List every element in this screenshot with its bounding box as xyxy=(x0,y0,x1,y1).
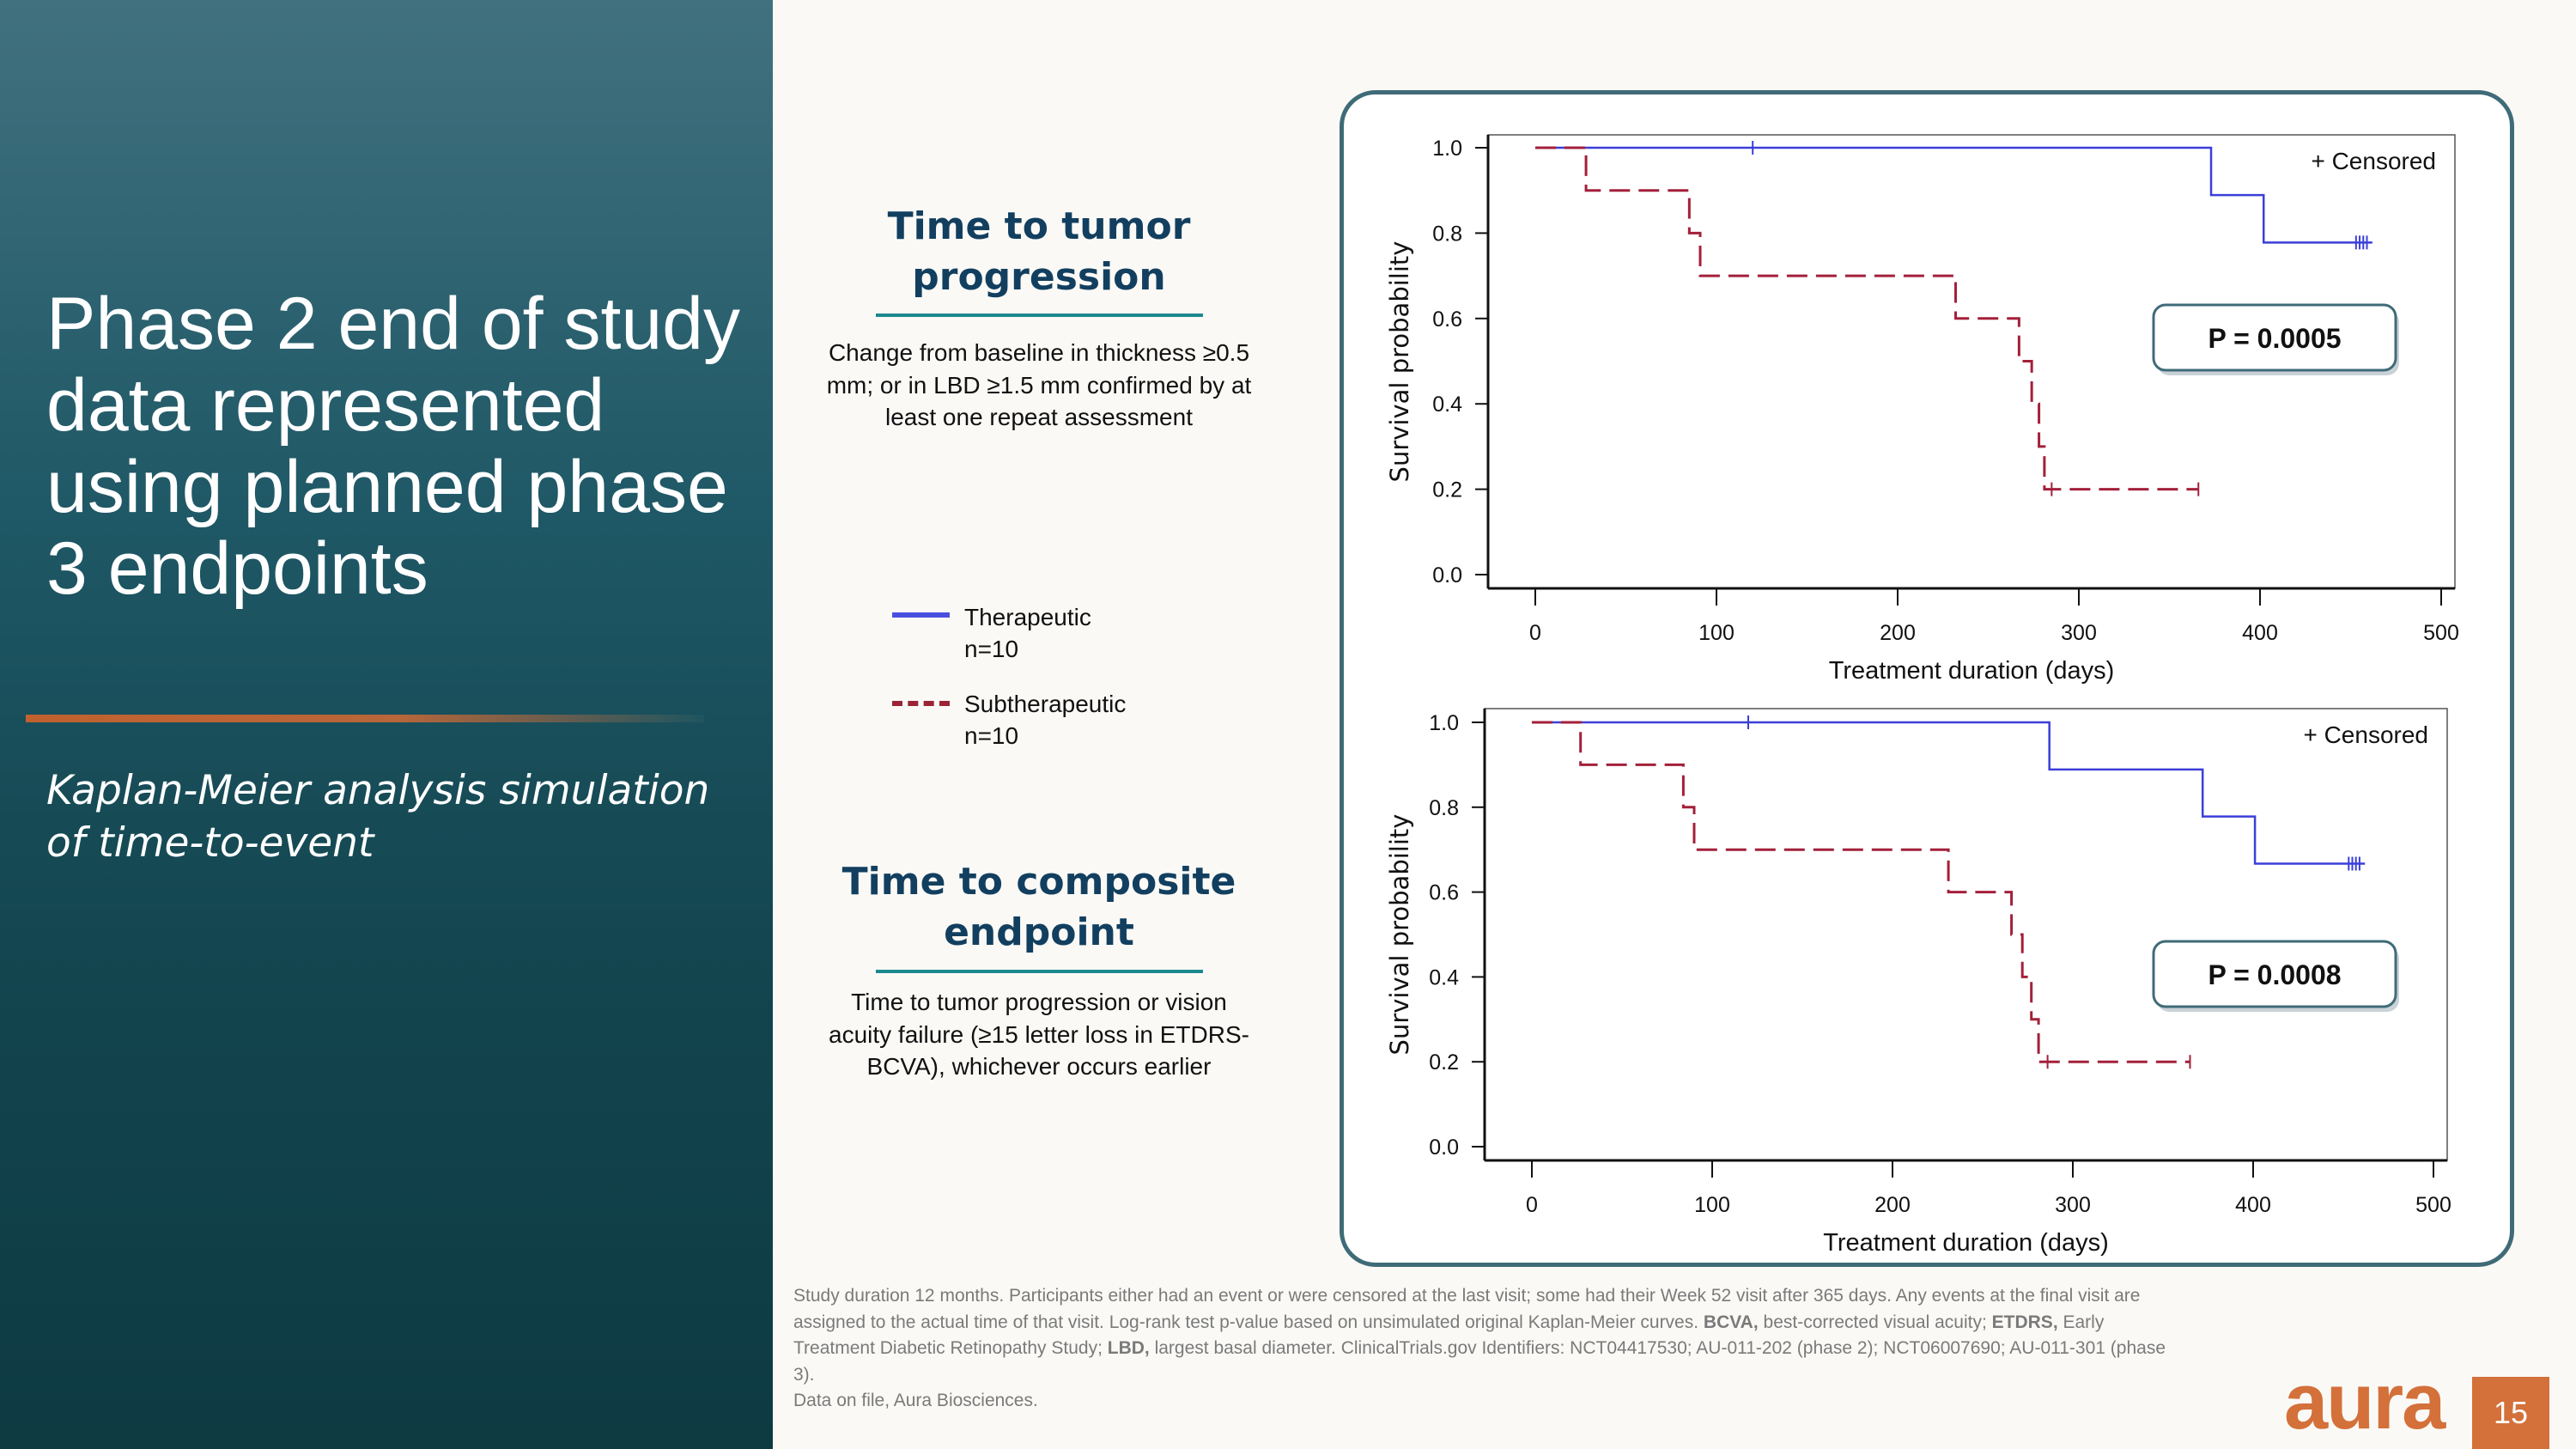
censored-legend: + Censored xyxy=(2303,721,2428,748)
section-heading-composite: Time to composite endpoint xyxy=(841,860,1236,954)
x-tick-label: 200 xyxy=(1880,621,1916,645)
y-tick-label: 0.0 xyxy=(1429,1135,1459,1160)
section-description-progression: Change from baseline in thickness ≥0.5 m… xyxy=(826,339,1252,430)
legend-subtherapeutic-line xyxy=(892,701,950,706)
legend-therapeutic-line xyxy=(892,612,950,618)
km-curve-therapeutic xyxy=(1532,721,2366,865)
slide-title: Phase 2 end of study data represented us… xyxy=(46,283,741,610)
legend-label: Therapeutic xyxy=(964,604,1091,630)
x-tick-label: 300 xyxy=(2055,1193,2091,1217)
aura-logo: aura xyxy=(2284,1358,2445,1446)
x-tick-label: 100 xyxy=(1694,1193,1730,1217)
y-tick-label: 0.8 xyxy=(1429,796,1459,820)
y-tick-label: 0.8 xyxy=(1432,222,1462,246)
x-axis-label: Treatment duration (days) xyxy=(1823,1229,2109,1257)
legend-therapeutic: Therapeutic n=10 xyxy=(964,601,1091,665)
abbr-def: largest basal diameter. ClinicalTrials.g… xyxy=(793,1338,2166,1385)
x-tick-label: 300 xyxy=(2061,621,2097,645)
abbr-def: Early Treatment Diabetic Retinopathy Stu… xyxy=(793,1312,2105,1359)
abbr: ETDRS, xyxy=(1991,1312,2058,1332)
source-note: Data on file, Aura Biosciences. xyxy=(793,1391,1038,1411)
page-number: 15 xyxy=(2472,1377,2549,1449)
y-tick-label: 0.2 xyxy=(1432,478,1462,502)
plot-area xyxy=(1484,708,2448,1161)
p-value-box xyxy=(2152,303,2397,372)
y-tick-label: 1.0 xyxy=(1429,711,1459,735)
y-tick-label: 0.2 xyxy=(1429,1050,1459,1075)
legend-n: n=10 xyxy=(964,636,1019,662)
y-tick-label: 0.4 xyxy=(1429,965,1459,989)
y-tick-label: 0.6 xyxy=(1432,307,1462,332)
censored-legend: + Censored xyxy=(2311,148,2436,174)
y-axis-label: Survival probability xyxy=(1385,814,1414,1056)
heading-underline xyxy=(876,314,1203,317)
title-panel: Phase 2 end of study data represented us… xyxy=(0,0,773,1449)
p-value-box xyxy=(2152,940,2397,1008)
x-tick-label: 0 xyxy=(1526,1193,1538,1217)
legend-subtherapeutic: Subtherapeutic n=10 xyxy=(964,688,1126,752)
x-axis-label: Treatment duration (days) xyxy=(1829,657,2115,685)
title-divider xyxy=(26,715,704,722)
abbr: LBD, xyxy=(1107,1338,1150,1359)
x-tick-label: 0 xyxy=(1529,621,1541,645)
y-axis-label: Survival probability xyxy=(1385,241,1414,483)
section-heading-progression: Time to tumor progression xyxy=(887,204,1191,299)
km-curve-subtherapeutic xyxy=(1535,146,2199,491)
km-curve-subtherapeutic xyxy=(1532,721,2190,1063)
x-tick-label: 400 xyxy=(2235,1193,2271,1217)
heading-underline xyxy=(876,970,1203,973)
x-tick-label: 400 xyxy=(2242,621,2278,645)
km-curve-therapeutic xyxy=(1535,146,2372,244)
x-tick-label: 200 xyxy=(1874,1193,1911,1217)
x-tick-label: 500 xyxy=(2415,1193,2451,1217)
p-value: P = 0.0005 xyxy=(2208,323,2341,354)
legend-n: n=10 xyxy=(964,722,1019,749)
section-description-composite: Time to tumor progression or vision acui… xyxy=(829,989,1249,1080)
x-tick-label: 500 xyxy=(2423,621,2459,645)
x-tick-label: 100 xyxy=(1698,621,1735,645)
legend-label: Subtherapeutic xyxy=(964,691,1127,717)
y-tick-label: 1.0 xyxy=(1432,137,1462,161)
footnote-text: Study duration 12 months. Participants e… xyxy=(793,1286,2141,1332)
abbr: BCVA, xyxy=(1703,1312,1759,1332)
y-tick-label: 0.4 xyxy=(1432,393,1462,417)
slide-subtitle: Kaplan-Meier analysis simulation of time… xyxy=(46,767,710,867)
p-value: P = 0.0008 xyxy=(2208,959,2341,990)
y-tick-label: 0.0 xyxy=(1432,563,1462,588)
footnote: Study duration 12 months. Participants e… xyxy=(793,1283,2184,1415)
y-tick-label: 0.6 xyxy=(1429,881,1459,905)
abbr-def: best-corrected visual acuity; xyxy=(1758,1312,1992,1332)
